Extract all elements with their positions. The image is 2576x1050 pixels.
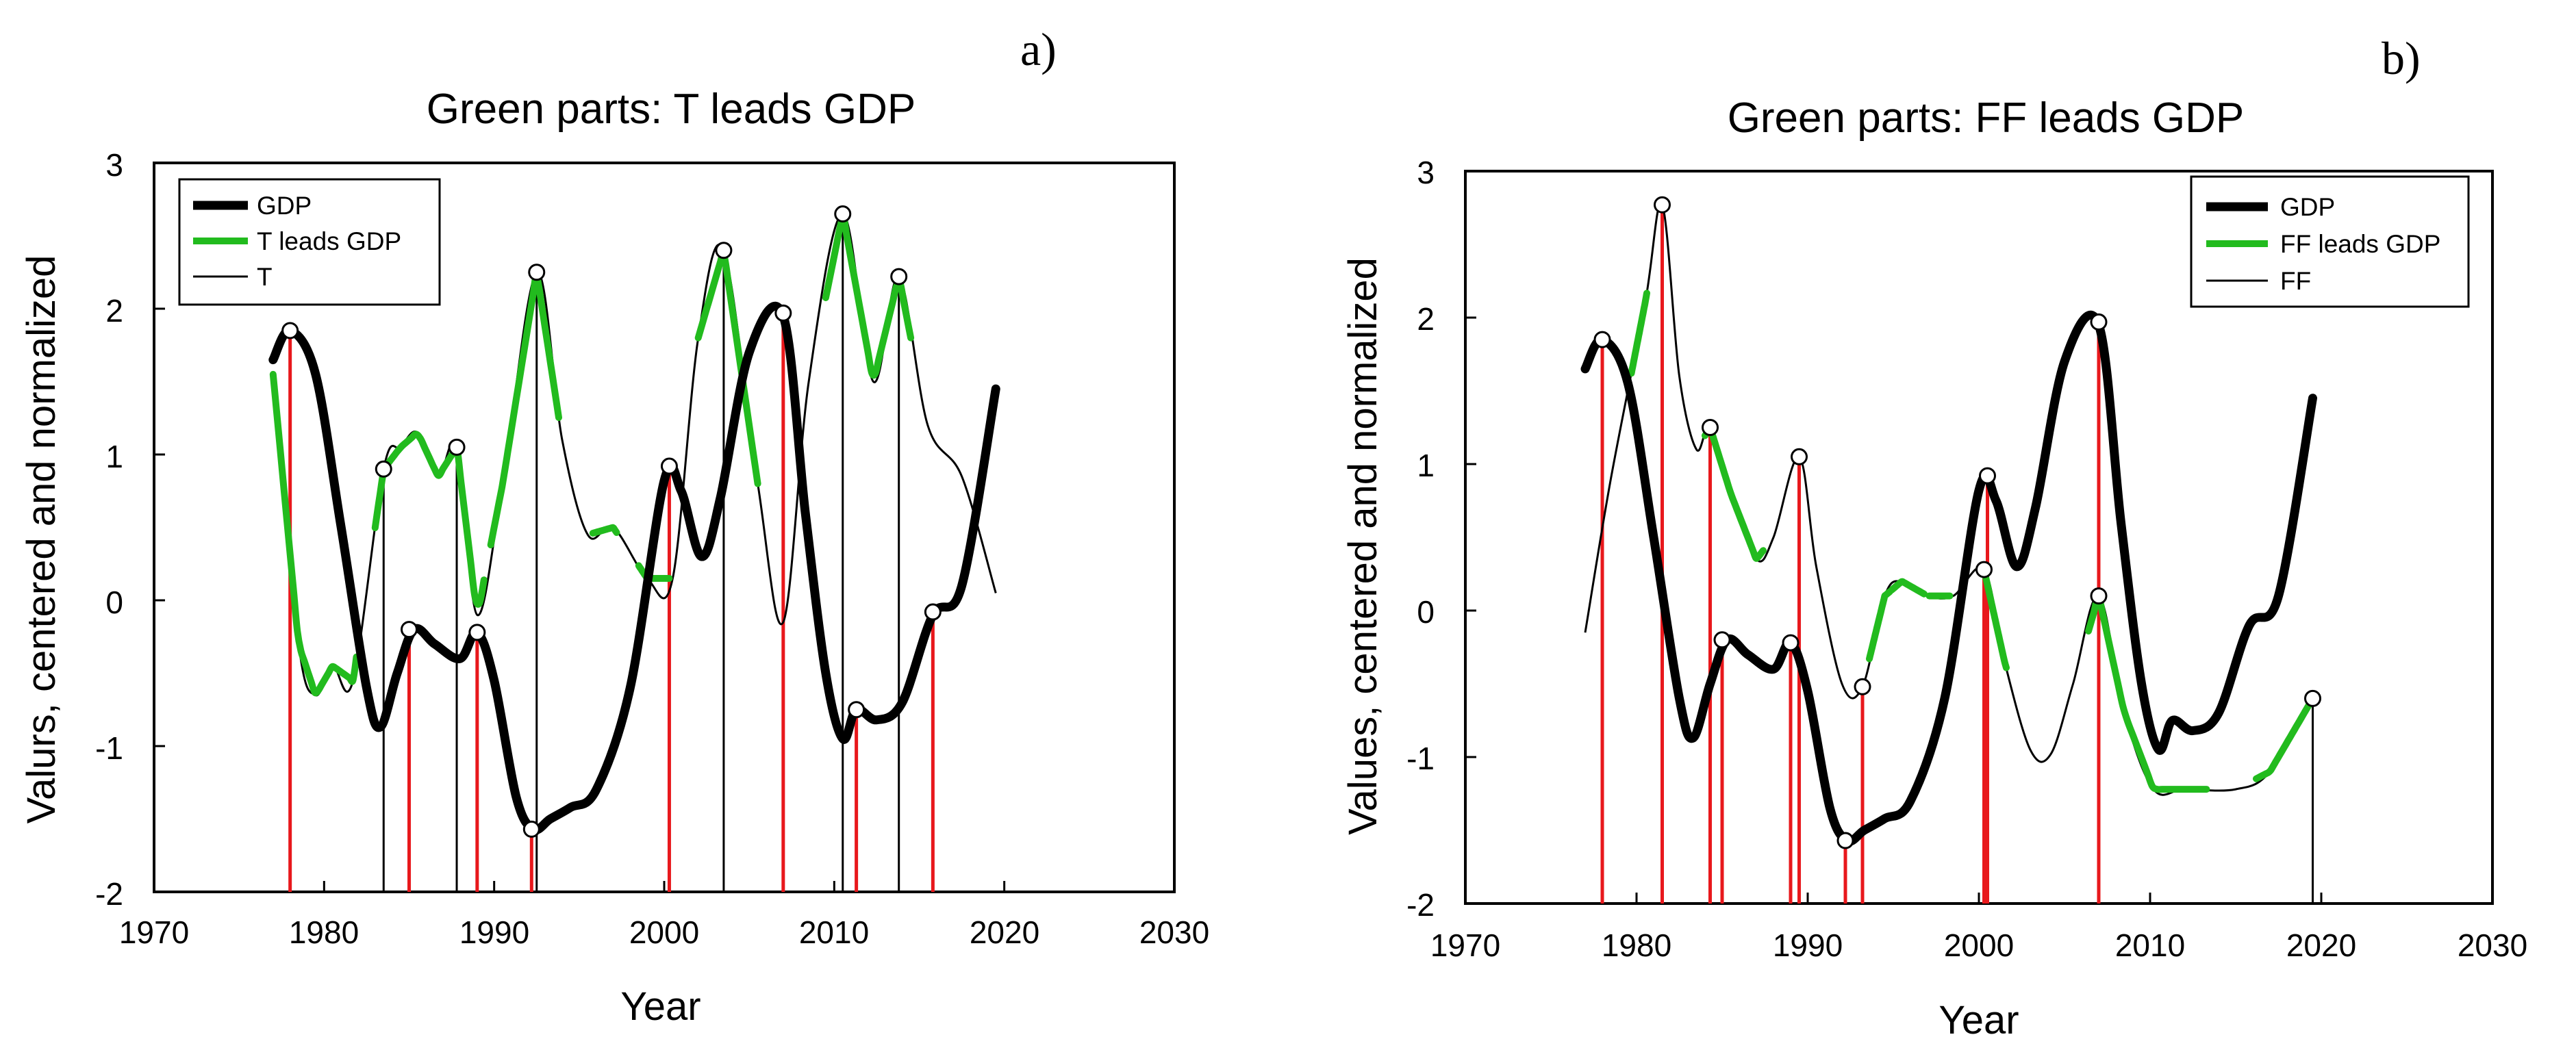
panel-a-point-marker (715, 242, 733, 259)
panel-a-ytick-label: 3 (105, 147, 123, 183)
panel-b-title: Green parts: FF leads GDP (1728, 94, 2245, 142)
panel-a-legend: GDP T leads GDP T (178, 178, 441, 306)
panel-b-lead-segment (1702, 424, 1767, 562)
panel-b-xtick-label: 1990 (1773, 927, 1843, 963)
panel-b-letter: b) (2382, 32, 2421, 84)
panel-a-xtick-label: 1980 (289, 914, 359, 950)
panel-a-point-marker (528, 264, 546, 281)
panel-b-point-marker (1654, 196, 1671, 214)
panel-b-point-marker (1975, 561, 1993, 578)
panel-b-point-marker (1593, 331, 1611, 348)
panel-a-point-marker (448, 438, 466, 456)
panel-a-chart: a) Green parts: T leads GDP Year Valurs,… (19, 23, 1209, 1029)
panel-b-x-ticks: 1970 1980 1990 2000 2010 2020 2030 (1430, 927, 2527, 963)
panel-b-point-marker (1713, 631, 1731, 649)
panel-b-point-marker (1979, 467, 1996, 485)
panel-b-lead-segment (1866, 588, 1893, 663)
panel-b-point-marker (2090, 587, 2108, 605)
panel-a-xtick-label: 2010 (799, 914, 869, 950)
legend-label-lead: FF leads GDP (2280, 230, 2440, 258)
panel-b-data-marks (1464, 170, 2494, 905)
panel-a-lead-segment (269, 370, 360, 697)
panel-b-point-marker (1854, 678, 1871, 695)
panel-a-point-marker (281, 322, 299, 340)
panel-a-lead-segment (635, 562, 673, 582)
panel-a-xtick-label: 2020 (970, 914, 1039, 950)
panel-b-point-marker (1782, 634, 1800, 652)
panel-b-lead-segment (2085, 593, 2210, 793)
panel-a-y-ticks: 3 2 1 0 -1 -2 (95, 147, 123, 912)
panel-b-ytick-label: 3 (1417, 155, 1435, 190)
panel-b-point-marker (2090, 313, 2108, 331)
panel-b-y-axis-label: Values, centered and normalized (1341, 257, 1385, 835)
panel-a-ytick-label: -2 (95, 876, 123, 912)
panel-b-xtick-label: 2000 (1944, 927, 2014, 963)
panel-b-point-marker (2304, 689, 2321, 707)
legend-label-gdp: GDP (257, 192, 312, 220)
panel-a-xtick-label: 1970 (119, 914, 189, 950)
legend-label-lead: T leads GDP (257, 227, 401, 255)
panel-a-letter: a) (1020, 23, 1057, 75)
panel-b-lead-segment (1888, 578, 1928, 598)
panel-a-title: Green parts: T leads GDP (427, 86, 916, 133)
panel-b-lead-segment (1628, 290, 1650, 377)
panel-a-point-marker (468, 624, 486, 641)
panel-b-point-marker (1836, 832, 1854, 849)
legend-label-ff: FF (2280, 267, 2311, 295)
panel-a-xtick-label: 2030 (1139, 914, 1209, 950)
panel-b-ytick-label: 0 (1417, 594, 1435, 630)
panel-b-xtick-label: 2010 (2115, 927, 2185, 963)
panel-b-series-gdp (1580, 310, 2317, 846)
panel-b-y-ticks: 3 2 1 0 -1 -2 (1406, 155, 1435, 923)
panel-b-point-marker (1702, 419, 1719, 436)
panel-b-point-marker (1791, 448, 1808, 465)
panel-a-y-axis-label: Valurs, centered and normalized (19, 255, 64, 824)
panel-b-xtick-label: 1970 (1430, 927, 1500, 963)
panel-a-lead-segment (371, 431, 488, 608)
panel-a-ytick-label: 2 (105, 293, 123, 329)
panel-a-point-marker (834, 205, 852, 223)
panel-a-xtick-label: 1990 (459, 914, 529, 950)
panel-b-xtick-label: 1980 (1602, 927, 1671, 963)
panel-a-lead-segment (822, 214, 915, 379)
panel-b-xtick-label: 2030 (2458, 927, 2527, 963)
legend-label-t: T (257, 263, 273, 291)
panel-a-x-ticks: 1970 1980 1990 2000 2010 2020 2030 (119, 914, 1209, 950)
legend-label-gdp: GDP (2280, 193, 2335, 221)
panel-b-chart: b) Green parts: FF leads GDP Year Values… (1341, 32, 2527, 1042)
panel-a-lead-segment (589, 524, 620, 537)
panel-a-lead-segment (487, 272, 562, 549)
panel-a-point-marker (522, 820, 540, 838)
panel-b-ytick-label: 1 (1417, 448, 1435, 483)
panel-a-ytick-label: 0 (105, 585, 123, 620)
panel-a-point-marker (848, 701, 866, 719)
panel-a-data-marks (153, 162, 1176, 893)
panel-a-lead-segment (694, 249, 761, 487)
panel-a-ytick-label: -1 (95, 730, 123, 766)
panel-b-ytick-label: -2 (1406, 887, 1435, 923)
panel-a-point-marker (890, 268, 908, 285)
panel-a-point-marker (375, 460, 392, 478)
panel-a-ytick-label: 1 (105, 439, 123, 474)
panel-b-ytick-label: -1 (1406, 741, 1435, 776)
panel-b-ytick-label: 2 (1417, 301, 1435, 337)
panel-a-x-axis-label: Year (620, 984, 700, 1029)
panel-a-series-gdp (268, 301, 1000, 834)
panel-a-point-marker (660, 457, 678, 475)
panel-a-point-marker (924, 603, 942, 621)
panel-b-x-axis-label: Year (1939, 998, 2019, 1042)
panel-a-point-marker (401, 621, 418, 639)
panel-b-lead-segment (2253, 695, 2318, 782)
panel-a-point-marker (774, 304, 792, 322)
panel-a-xtick-label: 2000 (629, 914, 699, 950)
panel-b-legend: GDP FF leads GDP FF (2190, 175, 2470, 308)
panel-b-xtick-label: 2020 (2286, 927, 2356, 963)
